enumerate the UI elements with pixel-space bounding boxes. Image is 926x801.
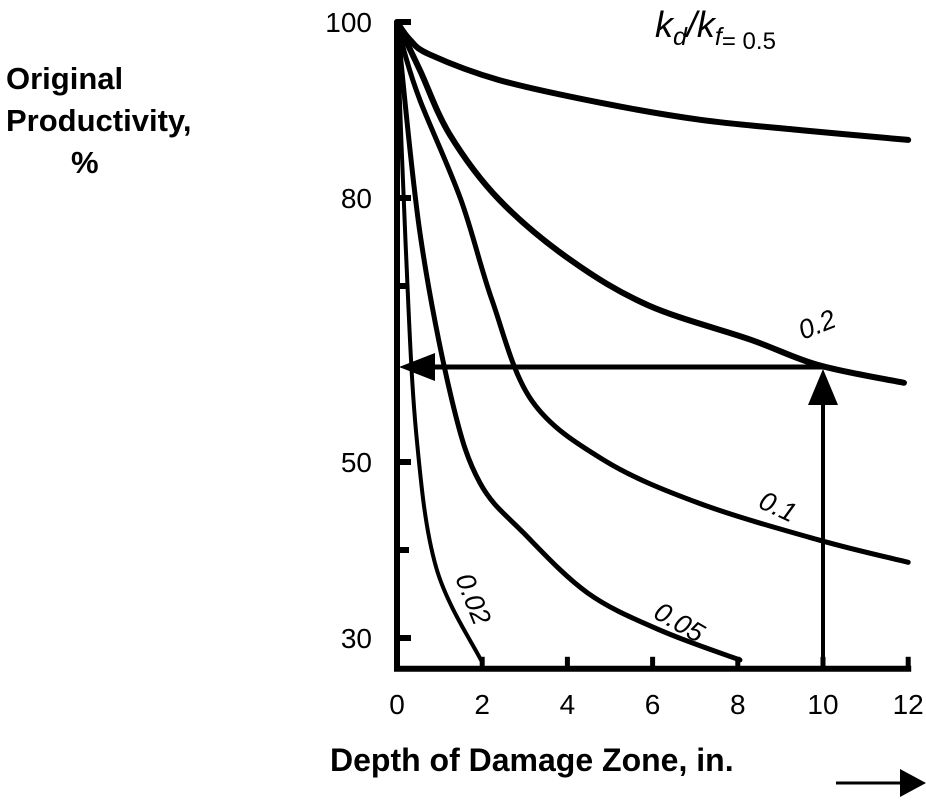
y-label-line-2: Productivity,	[6, 103, 192, 138]
curve-kd-kf-0-1	[394, 19, 911, 565]
curve-kd-kf-0-05	[394, 19, 743, 663]
x-tick-label: 4	[560, 689, 576, 720]
x-tick-label: 2	[474, 689, 490, 720]
x-axis-label: Depth of Damage Zone, in.	[330, 742, 734, 778]
y-label-line-1: Original	[6, 61, 124, 96]
x-tick-label: 8	[730, 689, 746, 720]
y-tick-label: 30	[341, 623, 372, 654]
y-tick-label: 100	[325, 7, 372, 38]
left-arrowhead	[399, 352, 435, 381]
up-arrowhead	[808, 368, 838, 405]
chart-title: kd/kf= 0.5	[655, 4, 776, 55]
y-tick-label: 80	[341, 183, 372, 214]
curve-kd-kf-0-02	[395, 20, 483, 662]
x-direction-arrowhead	[900, 769, 926, 797]
x-tick-label: 12	[893, 689, 924, 720]
curve-label: 0.05	[649, 596, 710, 649]
x-tick-label: 10	[807, 689, 838, 720]
curve-kd-kf-0-5	[394, 19, 912, 143]
x-tick-label: 6	[645, 689, 661, 720]
x-tick-label: 0	[389, 689, 405, 720]
curve-label: 0.2	[794, 304, 840, 346]
y-label-line-3: %	[71, 145, 99, 180]
curve-kd-kf-0-2	[394, 19, 907, 386]
y-axis-label: Original Productivity, %	[6, 58, 191, 184]
y-tick-label: 50	[341, 447, 372, 478]
